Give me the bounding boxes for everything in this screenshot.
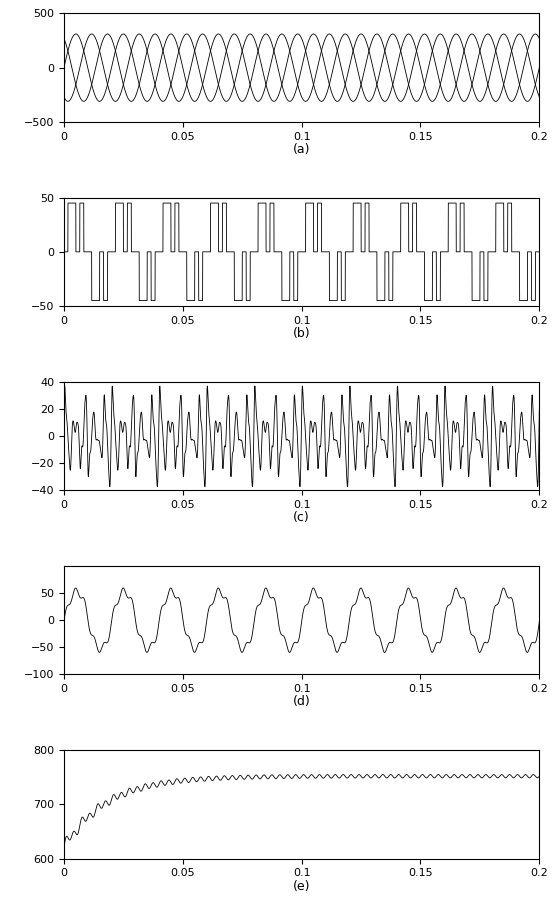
X-axis label: (e): (e): [293, 879, 310, 893]
X-axis label: (c): (c): [293, 512, 310, 524]
X-axis label: (a): (a): [293, 143, 310, 156]
X-axis label: (b): (b): [293, 327, 310, 340]
X-axis label: (d): (d): [293, 696, 310, 708]
